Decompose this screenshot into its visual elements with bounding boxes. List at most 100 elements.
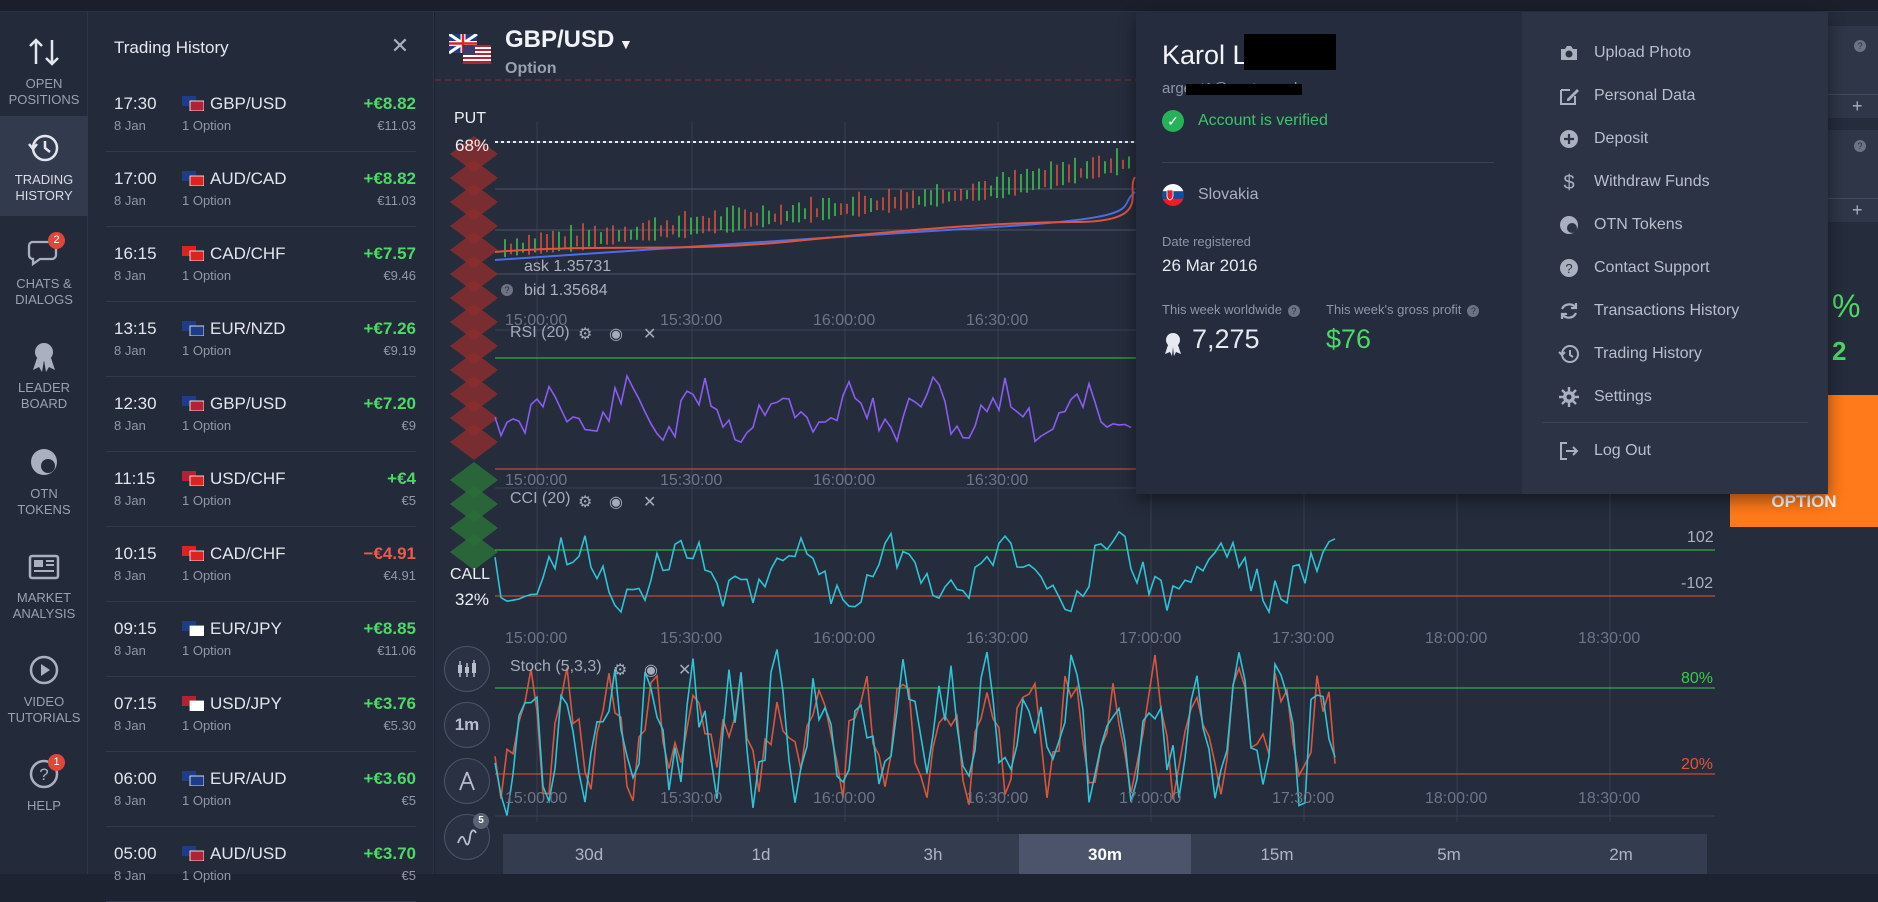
history-row[interactable]: 17:00 8 Jan AUD/CAD 1 Option +€8.82 €11.03 — [106, 153, 416, 227]
currency-pair-flag-icon — [182, 846, 204, 861]
menu-item-upload-photo[interactable]: Upload Photo — [1558, 38, 1808, 68]
history-row[interactable]: 07:15 8 Jan USD/JPY 1 Option +€3.76 €5.30 — [106, 678, 416, 752]
nav-label-line2: HISTORY — [15, 188, 73, 203]
history-row[interactable]: 17:30 8 Jan GBP/USD 1 Option +€8.82 €11.03 — [106, 78, 416, 152]
help-icon[interactable]: ? — [1854, 40, 1866, 52]
indicators-icon[interactable]: 5 — [444, 813, 490, 860]
verified-status: Account is verified — [1198, 112, 1328, 129]
menu-item-settings[interactable]: Settings — [1558, 382, 1808, 412]
help-icon[interactable]: ? — [1854, 140, 1866, 152]
candles-icon[interactable] — [444, 646, 490, 692]
menu-item-personal-data[interactable]: Personal Data — [1558, 81, 1808, 111]
put-diamond — [450, 352, 498, 388]
eye-icon[interactable]: ◉ — [644, 662, 658, 679]
nav-label-line1: CHATS & — [16, 276, 72, 291]
drawing-tools-icon[interactable] — [444, 758, 490, 804]
put-diamond — [450, 208, 498, 244]
time-axis-label: 17:30:00 — [1272, 630, 1335, 647]
trade-type: 1 Option — [182, 643, 232, 658]
help-icon[interactable]: ? — [1467, 304, 1480, 317]
history-row[interactable]: 11:15 8 Jan USD/CHF 1 Option +€4 €5 — [106, 453, 416, 527]
nav-leaderboard[interactable]: LEADER BOARD — [0, 330, 88, 420]
time-axis-label: 15:30:00 — [660, 312, 723, 329]
eye-icon[interactable]: ◉ — [609, 494, 623, 511]
trade-date: 8 Jan — [114, 643, 146, 658]
plus-circle-icon — [1560, 130, 1578, 148]
interval-button[interactable]: 1m — [444, 702, 490, 748]
nav-help[interactable]: ? 1 HELP — [0, 748, 88, 828]
menu-item-transactions-history[interactable]: Transactions History — [1558, 296, 1808, 326]
put-diamond — [450, 304, 498, 340]
time-axis-label: 18:00:00 — [1425, 630, 1488, 647]
nav-trading-history[interactable]: TRADING HISTORY — [0, 116, 88, 216]
history-row[interactable]: 09:15 8 Jan EUR/JPY 1 Option +€8.85 €11.06 — [106, 603, 416, 677]
nav-chats[interactable]: 2 CHATS & DIALOGS — [0, 226, 88, 316]
trade-profit: +€3.70 — [363, 844, 416, 863]
chevron-down-icon[interactable]: ▼ — [619, 36, 633, 52]
history-row[interactable]: 16:15 8 Jan CAD/CHF 1 Option +€7.57 €9.46 — [106, 228, 416, 302]
currency-pair-flag-icon — [182, 546, 204, 561]
nav-label-line1: TRADING — [14, 172, 74, 187]
profile-dropdown: Karol L argent1@centrum.sk ✓ Account is … — [1136, 12, 1828, 494]
date-registered-value: 26 Mar 2016 — [1162, 256, 1258, 275]
logout-item[interactable]: Log Out — [1558, 436, 1808, 466]
trade-time: 12:30 — [114, 394, 157, 413]
close-icon[interactable]: ✕ — [390, 33, 410, 58]
nav-video-tutorials[interactable]: VIDEO TUTORIALS — [0, 644, 88, 734]
time-axis-label: 15:30:00 — [660, 630, 723, 647]
timeframe-30d[interactable]: 30d — [574, 845, 604, 864]
plus-icon[interactable]: + — [1852, 200, 1863, 220]
trade-type: 1 Option — [182, 793, 232, 808]
nav-label-line2: DIALOGS — [15, 292, 73, 307]
nav-open-positions[interactable]: OPEN POSITIONS — [0, 22, 88, 114]
timeframe-3h[interactable]: 3h — [923, 845, 943, 864]
timeframe-5m[interactable]: 5m — [1437, 845, 1461, 864]
gear-icon[interactable]: ⚙ — [578, 326, 593, 343]
time-axis-label: 18:00:00 — [1425, 790, 1488, 807]
trade-time: 07:15 — [114, 694, 157, 713]
help-icon[interactable]: ? — [501, 284, 513, 296]
payout-percent-fragment: % — [1832, 288, 1861, 324]
time-axis-label: 16:30:00 — [966, 790, 1029, 807]
help-icon[interactable]: ? — [1287, 304, 1300, 317]
nav-otn-tokens[interactable]: OTN TOKENS — [0, 436, 88, 526]
eye-icon[interactable]: ◉ — [609, 326, 623, 343]
history-row[interactable]: 13:15 8 Jan EUR/NZD 1 Option +€7.26 €9.19 — [106, 303, 416, 377]
gear-icon[interactable]: ⚙ — [613, 662, 628, 679]
time-axis-label: 18:30:00 — [1578, 790, 1641, 807]
nav-market-analysis[interactable]: MARKET ANALYSIS — [0, 540, 88, 630]
trade-type: 1 Option — [182, 718, 232, 733]
trade-profit: +€3.60 — [363, 769, 416, 788]
trade-profit: +€8.82 — [363, 169, 416, 188]
camera-icon — [1561, 46, 1577, 60]
close-icon[interactable]: ✕ — [643, 494, 657, 511]
menu-item-trading-history[interactable]: Trading History — [1558, 339, 1808, 369]
menu-item-contact-support[interactable]: ? Contact Support — [1558, 253, 1808, 283]
menu-item-withdraw-funds[interactable]: $ Withdraw Funds — [1558, 167, 1808, 197]
svg-text:?: ? — [1565, 261, 1572, 276]
timeframe-2m[interactable]: 2m — [1609, 845, 1633, 864]
gear-icon[interactable]: ⚙ — [578, 494, 593, 511]
rsi-title: RSI (20) — [510, 324, 570, 341]
put-label: PUT — [454, 110, 486, 127]
put-diamond — [450, 256, 498, 292]
close-icon[interactable]: ✕ — [643, 326, 657, 343]
gbp-usd-flag-icon — [449, 34, 491, 64]
close-icon[interactable]: ✕ — [678, 662, 692, 679]
trade-profit: +€7.20 — [363, 394, 416, 413]
plus-icon[interactable]: + — [1852, 96, 1863, 116]
timeframe-30m[interactable]: 30m — [1019, 834, 1191, 874]
timeframe-15m[interactable]: 15m — [1260, 845, 1294, 864]
history-row[interactable]: 12:30 8 Jan GBP/USD 1 Option +€7.20 €9 — [106, 378, 416, 452]
history-icon — [1558, 345, 1579, 363]
timeframe-1d[interactable]: 1d — [751, 845, 771, 864]
history-row[interactable]: 05:00 8 Jan AUD/USD 1 Option +€3.70 €5 — [106, 828, 416, 902]
menu-item-otn-tokens[interactable]: OTN Tokens — [1558, 210, 1808, 240]
stoch-upper-level: 80% — [1681, 670, 1714, 687]
menu-item-deposit[interactable]: Deposit — [1558, 124, 1808, 154]
currency-pair-flag-icon — [182, 96, 204, 111]
history-row[interactable]: 10:15 8 Jan CAD/CHF 1 Option −€4.91 €4.91 — [106, 528, 416, 602]
asset-selector[interactable]: GBP/USD — [505, 26, 615, 53]
dollar-icon: $ — [1563, 172, 1574, 193]
history-row[interactable]: 06:00 8 Jan EUR/AUD 1 Option +€3.60 €5 — [106, 753, 416, 827]
